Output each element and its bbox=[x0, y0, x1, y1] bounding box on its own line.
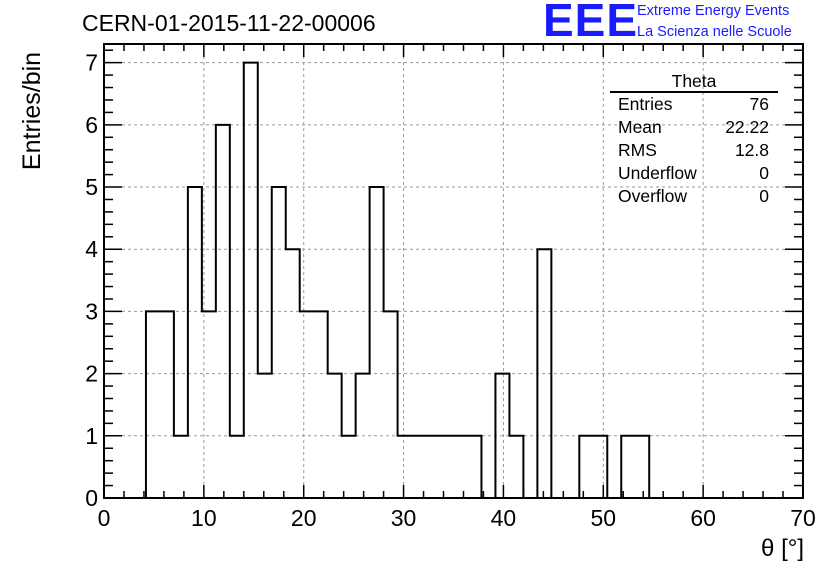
stats-value: 0 bbox=[759, 186, 769, 206]
x-tick-label: 0 bbox=[98, 505, 111, 531]
logo-line-2: La Scienza nelle Scuole bbox=[637, 24, 792, 40]
x-tick-label: 50 bbox=[590, 505, 616, 531]
stats-label: Overflow bbox=[618, 186, 688, 206]
histogram-bin bbox=[216, 125, 230, 498]
histogram-bin bbox=[300, 311, 314, 498]
histogram-bin bbox=[495, 374, 509, 498]
histogram-bin bbox=[356, 374, 370, 498]
x-tick-label: 30 bbox=[391, 505, 417, 531]
histogram-bin bbox=[244, 63, 258, 498]
histogram-bin bbox=[146, 311, 160, 498]
stats-row: Mean 22.22 bbox=[610, 116, 778, 139]
histogram-bin bbox=[174, 436, 188, 498]
histogram-bin bbox=[426, 436, 440, 498]
stats-label: Underflow bbox=[618, 163, 697, 183]
tick-labels: 0 10 20 30 40 50 60 70 0 1 2 3 4 5 6 7 bbox=[85, 50, 816, 531]
histogram-bin bbox=[272, 187, 286, 498]
histogram-bin bbox=[635, 436, 649, 498]
stats-value: 12.8 bbox=[734, 140, 769, 160]
y-tick-label: 2 bbox=[85, 361, 98, 387]
x-axis-label: θ [°] bbox=[761, 535, 804, 562]
histogram-bin bbox=[412, 436, 426, 498]
x-tick-label: 20 bbox=[291, 505, 317, 531]
stats-label: RMS bbox=[618, 140, 657, 160]
y-tick-label: 6 bbox=[85, 112, 98, 138]
histogram-bin bbox=[454, 436, 468, 498]
histogram-bin bbox=[440, 436, 454, 498]
stats-row: Entries 76 bbox=[610, 93, 778, 116]
stats-value: 76 bbox=[749, 94, 769, 114]
x-tick-label: 10 bbox=[191, 505, 217, 531]
eee-logo: EEE Extreme Energy Events La Scienza nel… bbox=[543, 0, 833, 46]
stats-row: Overflow 0 bbox=[610, 185, 778, 208]
stats-value: 0 bbox=[759, 163, 769, 183]
histogram-bin bbox=[160, 311, 174, 498]
histogram-bin bbox=[258, 374, 272, 498]
y-tick-label: 3 bbox=[85, 298, 98, 324]
histogram-bin bbox=[370, 187, 384, 498]
y-tick-label: 5 bbox=[85, 174, 98, 200]
histogram-bin bbox=[202, 311, 216, 498]
y-tick-label: 4 bbox=[85, 236, 98, 262]
histogram-bin bbox=[230, 436, 244, 498]
axis-ticks bbox=[103, 44, 804, 499]
stats-box: Theta Entries 76 Mean 22.22 RMS 12.8 Und… bbox=[610, 71, 778, 208]
histogram-bin bbox=[188, 187, 202, 498]
histogram-bin bbox=[509, 436, 523, 498]
histogram-bin bbox=[328, 374, 342, 498]
histogram-bin bbox=[342, 436, 356, 498]
stats-row: RMS 12.8 bbox=[610, 139, 778, 162]
plot-frame bbox=[103, 43, 804, 499]
x-tick-label: 70 bbox=[790, 505, 816, 531]
grid-lines bbox=[104, 44, 803, 498]
stats-label: Entries bbox=[618, 94, 673, 114]
y-tick-label: 0 bbox=[85, 485, 98, 511]
y-tick-label: 1 bbox=[85, 423, 98, 449]
x-tick-label: 60 bbox=[690, 505, 716, 531]
stats-label: Mean bbox=[618, 117, 662, 137]
stats-row: Underflow 0 bbox=[610, 162, 778, 185]
y-tick-label: 7 bbox=[85, 50, 98, 76]
histogram-bin bbox=[467, 436, 481, 498]
histogram-bin bbox=[579, 436, 593, 498]
histogram-bin bbox=[286, 249, 300, 498]
histogram-bin bbox=[537, 249, 551, 498]
histogram-bin bbox=[314, 311, 328, 498]
stats-value: 22.22 bbox=[725, 117, 769, 137]
stats-title: Theta bbox=[610, 71, 778, 93]
run-title: CERN-01-2015-11-22-00006 bbox=[82, 10, 376, 36]
histogram-bin bbox=[593, 436, 607, 498]
plot-border bbox=[103, 43, 804, 499]
histogram-bars bbox=[144, 61, 651, 499]
logo-mark: EEE bbox=[543, 0, 639, 46]
histogram-bin bbox=[384, 311, 398, 498]
histogram-bin bbox=[398, 436, 412, 498]
x-tick-label: 40 bbox=[491, 505, 517, 531]
histogram-bin bbox=[621, 436, 635, 498]
logo-line-1: Extreme Energy Events bbox=[637, 3, 790, 19]
